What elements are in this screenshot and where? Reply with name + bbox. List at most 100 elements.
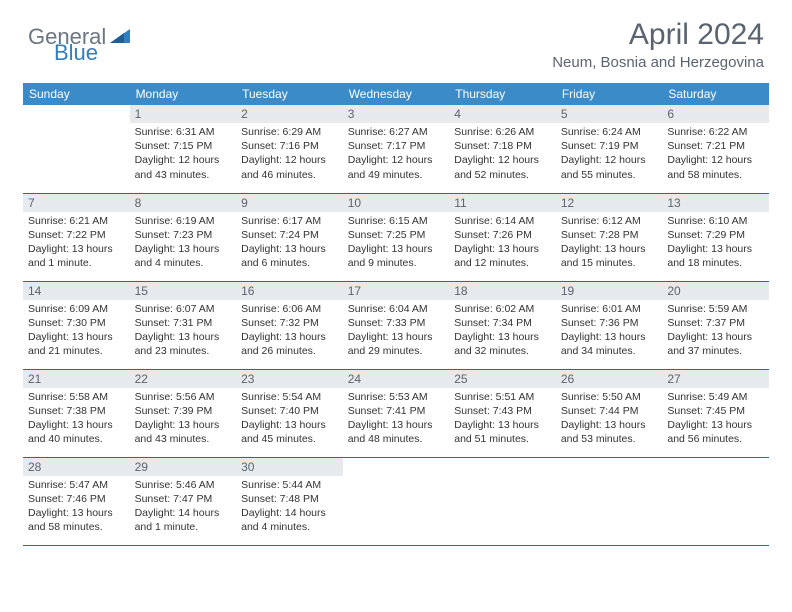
day-details: Sunrise: 5:47 AMSunset: 7:46 PMDaylight:…: [23, 476, 130, 539]
daylight-text: Daylight: 13 hours and 23 minutes.: [135, 330, 232, 358]
calendar-day-cell: 11Sunrise: 6:14 AMSunset: 7:26 PMDayligh…: [449, 193, 556, 281]
sunrise-text: Sunrise: 5:44 AM: [241, 478, 338, 492]
calendar-day-cell: [662, 457, 769, 545]
calendar-day-cell: 21Sunrise: 5:58 AMSunset: 7:38 PMDayligh…: [23, 369, 130, 457]
day-number: 5: [556, 105, 663, 123]
sunrise-text: Sunrise: 6:12 AM: [561, 214, 658, 228]
day-number: 4: [449, 105, 556, 123]
day-details: Sunrise: 5:46 AMSunset: 7:47 PMDaylight:…: [130, 476, 237, 539]
day-details: Sunrise: 5:58 AMSunset: 7:38 PMDaylight:…: [23, 388, 130, 451]
calendar-day-cell: [343, 457, 450, 545]
day-details: Sunrise: 6:17 AMSunset: 7:24 PMDaylight:…: [236, 212, 343, 275]
day-number: 9: [236, 194, 343, 212]
day-number: 6: [662, 105, 769, 123]
sunset-text: Sunset: 7:46 PM: [28, 492, 125, 506]
day-details: Sunrise: 6:14 AMSunset: 7:26 PMDaylight:…: [449, 212, 556, 275]
sunrise-text: Sunrise: 6:22 AM: [667, 125, 764, 139]
daylight-text: Daylight: 12 hours and 46 minutes.: [241, 153, 338, 181]
sunset-text: Sunset: 7:36 PM: [561, 316, 658, 330]
sunrise-text: Sunrise: 6:15 AM: [348, 214, 445, 228]
day-number: 28: [23, 458, 130, 476]
calendar-day-cell: [23, 105, 130, 193]
day-details: Sunrise: 6:15 AMSunset: 7:25 PMDaylight:…: [343, 212, 450, 275]
daylight-text: Daylight: 13 hours and 15 minutes.: [561, 242, 658, 270]
day-details: Sunrise: 5:49 AMSunset: 7:45 PMDaylight:…: [662, 388, 769, 451]
calendar-day-cell: 23Sunrise: 5:54 AMSunset: 7:40 PMDayligh…: [236, 369, 343, 457]
brand-text-2: Blue: [54, 40, 98, 66]
daylight-text: Daylight: 13 hours and 12 minutes.: [454, 242, 551, 270]
calendar-day-cell: 10Sunrise: 6:15 AMSunset: 7:25 PMDayligh…: [343, 193, 450, 281]
daylight-text: Daylight: 13 hours and 37 minutes.: [667, 330, 764, 358]
day-details: Sunrise: 5:51 AMSunset: 7:43 PMDaylight:…: [449, 388, 556, 451]
sunrise-text: Sunrise: 6:02 AM: [454, 302, 551, 316]
sunset-text: Sunset: 7:41 PM: [348, 404, 445, 418]
sunset-text: Sunset: 7:43 PM: [454, 404, 551, 418]
day-number: 24: [343, 370, 450, 388]
day-details: Sunrise: 5:53 AMSunset: 7:41 PMDaylight:…: [343, 388, 450, 451]
sunrise-text: Sunrise: 6:09 AM: [28, 302, 125, 316]
calendar-day-cell: 16Sunrise: 6:06 AMSunset: 7:32 PMDayligh…: [236, 281, 343, 369]
day-number: 18: [449, 282, 556, 300]
day-details: Sunrise: 6:09 AMSunset: 7:30 PMDaylight:…: [23, 300, 130, 363]
sunset-text: Sunset: 7:18 PM: [454, 139, 551, 153]
sunrise-text: Sunrise: 5:53 AM: [348, 390, 445, 404]
sunset-text: Sunset: 7:38 PM: [28, 404, 125, 418]
sunrise-text: Sunrise: 5:59 AM: [667, 302, 764, 316]
sunrise-text: Sunrise: 5:49 AM: [667, 390, 764, 404]
sunset-text: Sunset: 7:15 PM: [135, 139, 232, 153]
sunrise-text: Sunrise: 6:24 AM: [561, 125, 658, 139]
day-details: Sunrise: 5:50 AMSunset: 7:44 PMDaylight:…: [556, 388, 663, 451]
calendar-day-cell: 2Sunrise: 6:29 AMSunset: 7:16 PMDaylight…: [236, 105, 343, 193]
day-number: 22: [130, 370, 237, 388]
month-title: April 2024: [552, 18, 764, 52]
day-number: 10: [343, 194, 450, 212]
day-number: 25: [449, 370, 556, 388]
calendar-day-cell: 29Sunrise: 5:46 AMSunset: 7:47 PMDayligh…: [130, 457, 237, 545]
day-details: Sunrise: 6:21 AMSunset: 7:22 PMDaylight:…: [23, 212, 130, 275]
day-details: Sunrise: 6:12 AMSunset: 7:28 PMDaylight:…: [556, 212, 663, 275]
weekday-header-row: Sunday Monday Tuesday Wednesday Thursday…: [23, 83, 769, 105]
calendar-day-cell: 22Sunrise: 5:56 AMSunset: 7:39 PMDayligh…: [130, 369, 237, 457]
daylight-text: Daylight: 12 hours and 55 minutes.: [561, 153, 658, 181]
day-number: 23: [236, 370, 343, 388]
sunrise-text: Sunrise: 5:56 AM: [135, 390, 232, 404]
weekday-header: Wednesday: [343, 83, 450, 105]
day-details: Sunrise: 6:19 AMSunset: 7:23 PMDaylight:…: [130, 212, 237, 275]
sunrise-text: Sunrise: 6:04 AM: [348, 302, 445, 316]
calendar-day-cell: 1Sunrise: 6:31 AMSunset: 7:15 PMDaylight…: [130, 105, 237, 193]
daylight-text: Daylight: 13 hours and 4 minutes.: [135, 242, 232, 270]
weekday-header: Tuesday: [236, 83, 343, 105]
day-details: Sunrise: 6:26 AMSunset: 7:18 PMDaylight:…: [449, 123, 556, 186]
day-number: 17: [343, 282, 450, 300]
daylight-text: Daylight: 13 hours and 1 minute.: [28, 242, 125, 270]
day-details: Sunrise: 6:31 AMSunset: 7:15 PMDaylight:…: [130, 123, 237, 186]
sunrise-text: Sunrise: 5:50 AM: [561, 390, 658, 404]
calendar-week-row: 21Sunrise: 5:58 AMSunset: 7:38 PMDayligh…: [23, 369, 769, 457]
sunset-text: Sunset: 7:17 PM: [348, 139, 445, 153]
weekday-header: Monday: [130, 83, 237, 105]
day-number: 13: [662, 194, 769, 212]
calendar-day-cell: 25Sunrise: 5:51 AMSunset: 7:43 PMDayligh…: [449, 369, 556, 457]
sunset-text: Sunset: 7:22 PM: [28, 228, 125, 242]
sunset-text: Sunset: 7:26 PM: [454, 228, 551, 242]
sunset-text: Sunset: 7:40 PM: [241, 404, 338, 418]
calendar-day-cell: 3Sunrise: 6:27 AMSunset: 7:17 PMDaylight…: [343, 105, 450, 193]
day-number: 15: [130, 282, 237, 300]
daylight-text: Daylight: 13 hours and 32 minutes.: [454, 330, 551, 358]
calendar-day-cell: 26Sunrise: 5:50 AMSunset: 7:44 PMDayligh…: [556, 369, 663, 457]
day-number: 20: [662, 282, 769, 300]
day-details: Sunrise: 5:44 AMSunset: 7:48 PMDaylight:…: [236, 476, 343, 539]
weekday-header: Saturday: [662, 83, 769, 105]
calendar-day-cell: 20Sunrise: 5:59 AMSunset: 7:37 PMDayligh…: [662, 281, 769, 369]
sunset-text: Sunset: 7:29 PM: [667, 228, 764, 242]
day-details: Sunrise: 6:02 AMSunset: 7:34 PMDaylight:…: [449, 300, 556, 363]
daylight-text: Daylight: 12 hours and 43 minutes.: [135, 153, 232, 181]
page-header: General Blue April 2024 Neum, Bosnia and…: [0, 0, 792, 75]
day-number: 8: [130, 194, 237, 212]
calendar-week-row: 14Sunrise: 6:09 AMSunset: 7:30 PMDayligh…: [23, 281, 769, 369]
daylight-text: Daylight: 13 hours and 34 minutes.: [561, 330, 658, 358]
sunset-text: Sunset: 7:23 PM: [135, 228, 232, 242]
sunset-text: Sunset: 7:25 PM: [348, 228, 445, 242]
weekday-header: Friday: [556, 83, 663, 105]
day-number: 30: [236, 458, 343, 476]
